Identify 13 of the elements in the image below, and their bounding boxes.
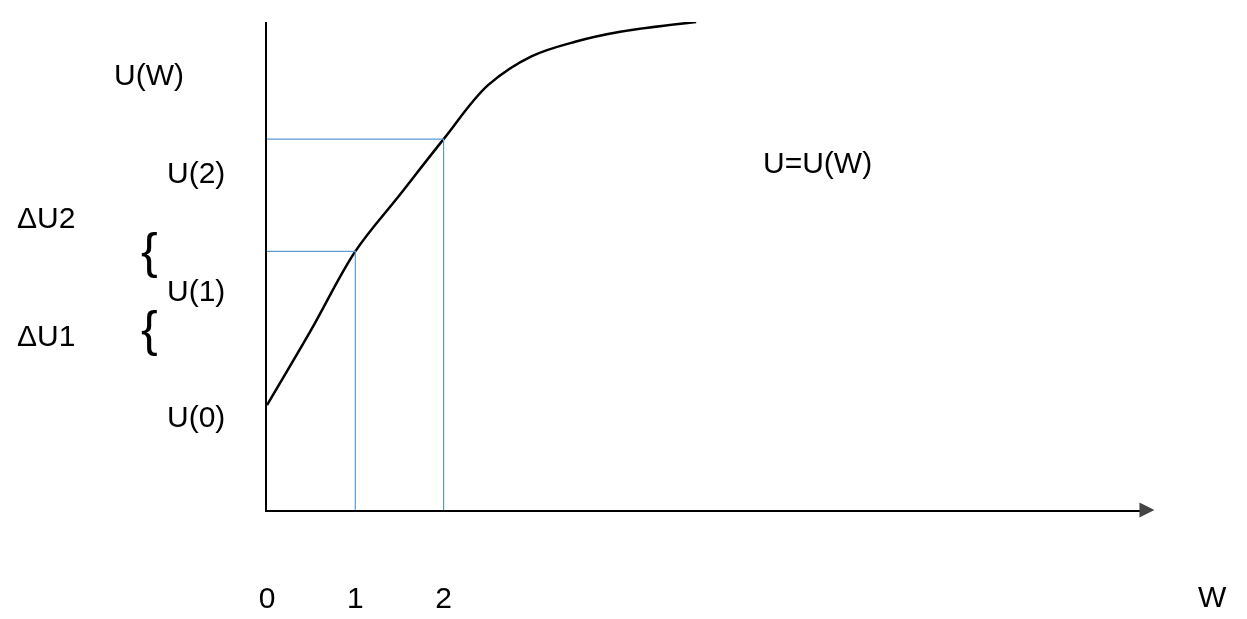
text: U(0) <box>167 400 226 433</box>
x-tick-label: 0 <box>258 581 276 614</box>
text: { <box>141 223 158 279</box>
text: U(1) <box>167 274 226 307</box>
x-axis-title: W <box>1198 580 1227 613</box>
annotation: U=U(W) <box>763 146 873 179</box>
text: { <box>141 301 158 357</box>
x-tick-label: 2 <box>435 581 452 614</box>
x-tick-label: 1 <box>346 581 364 614</box>
text: U(2) <box>167 156 226 189</box>
y-axis-title: U(W) <box>114 58 184 91</box>
text: ΔU1 <box>17 319 76 352</box>
text: ΔU2 <box>17 201 76 234</box>
